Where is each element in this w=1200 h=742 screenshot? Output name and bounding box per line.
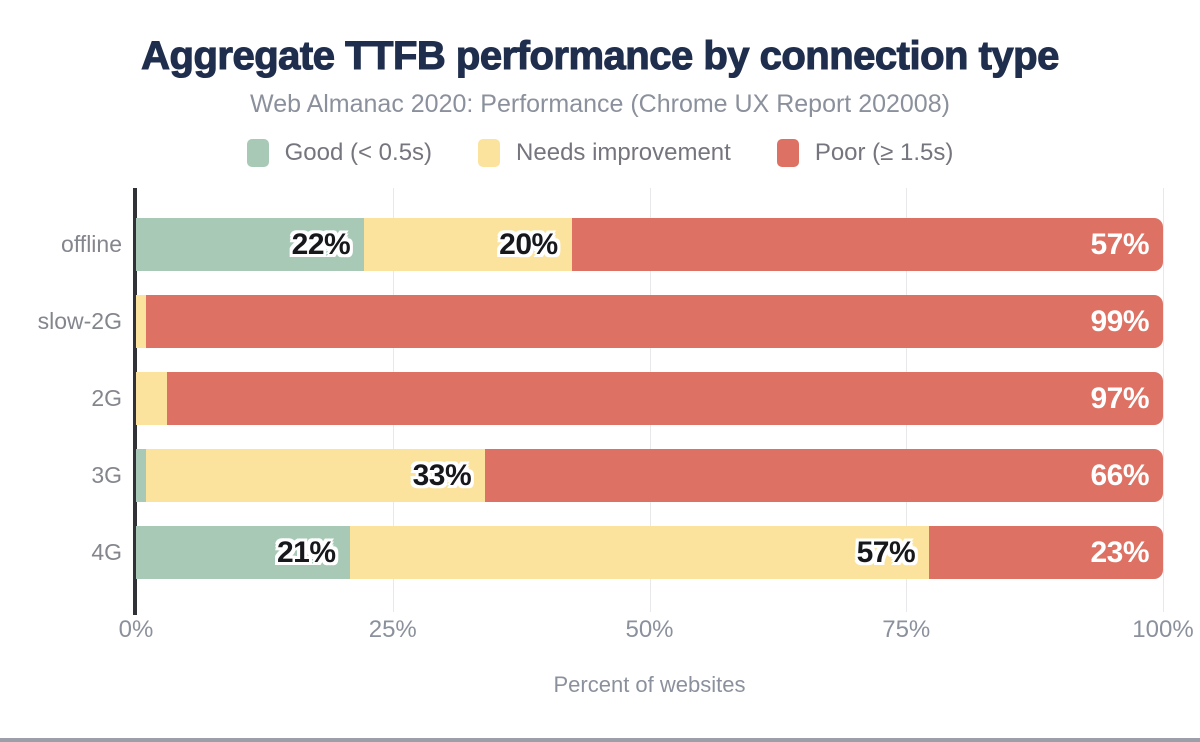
x-tick-label-50: 50% xyxy=(625,616,674,643)
x-tick-label-100: 100% xyxy=(1132,616,1194,643)
bar-segment-2G-1 xyxy=(136,372,167,425)
bar-value-label: 23% xyxy=(1090,536,1149,569)
bar-segment-slow-2G-1 xyxy=(136,295,147,348)
bar-value-label: 20% xyxy=(499,228,558,261)
bar-row-4G: 21% 57% 23% xyxy=(136,526,1163,579)
x-tick-label-75: 75% xyxy=(882,616,931,643)
legend-swatch-needs-improvement xyxy=(478,139,501,167)
bar-segment-offline-2 xyxy=(571,218,1163,271)
legend-label-good: Good (< 0.5s) xyxy=(284,139,433,166)
legend-swatch-good xyxy=(246,139,269,167)
x-axis-title: Percent of websites xyxy=(553,672,746,697)
bar-segment-3G-0 xyxy=(136,449,147,502)
bar-value-label: 97% xyxy=(1090,382,1149,415)
plot-area: 22%20%57%1%99%3%97%1%33%66%21%57%23% xyxy=(136,188,1164,612)
category-label-3G: 3G xyxy=(91,462,122,488)
gridline xyxy=(1163,188,1164,612)
bar-segment-slow-2G-2 xyxy=(146,295,1163,348)
bar-segment-4G-1 xyxy=(349,526,930,579)
legend-label-poor: Poor (≥ 1.5s) xyxy=(814,139,954,166)
category-label-offline: offline xyxy=(61,231,122,257)
bar-value-label: 33% xyxy=(412,459,472,492)
legend-item-poor: Poor (≥ 1.5s) xyxy=(776,139,954,167)
legend-item-good: Good (< 0.5s) xyxy=(246,139,433,167)
bar-row-slow-2G: 1%99% xyxy=(136,295,1163,348)
bar-segment-offline-1 xyxy=(364,218,572,271)
x-tick-label-25: 25% xyxy=(368,616,417,643)
category-label-2G: 2G xyxy=(91,385,122,411)
x-tick-label-0: 0% xyxy=(118,616,154,643)
bar-value-label: 57% xyxy=(856,536,916,569)
bar-segment-2G-2 xyxy=(166,372,1163,425)
category-label-4G: 4G xyxy=(91,539,122,565)
bar-value-label: 22% xyxy=(291,228,351,261)
legend-item-needs-improvement: Needs improvement xyxy=(478,139,731,167)
legend-swatch-poor xyxy=(776,139,799,167)
chart-title: Aggregate TTFB performance by connection… xyxy=(141,33,1060,78)
chart-subtitle: Web Almanac 2020: Performance (Chrome UX… xyxy=(250,90,950,118)
bar-segment-offline-0 xyxy=(136,218,365,271)
bar-segment-3G-1 xyxy=(146,449,486,502)
category-label-slow-2G: slow-2G xyxy=(37,308,122,334)
bar-value-label: 99% xyxy=(1090,305,1149,338)
bar-value-label: 66% xyxy=(1090,459,1149,492)
legend: Good (< 0.5s) Needs improvement Poor (≥ … xyxy=(0,139,1200,167)
bar-row-offline: 22% 20% 57% xyxy=(136,218,1163,271)
y-axis-line xyxy=(133,188,137,615)
bar-segment-4G-0 xyxy=(136,526,350,579)
bar-row-2G: 3%97% xyxy=(136,372,1163,425)
legend-label-needs-improvement: Needs improvement xyxy=(516,139,731,166)
bar-value-label: 57% xyxy=(1090,228,1149,261)
bar-segment-4G-2 xyxy=(929,526,1163,579)
bar-row-3G: 1%33%66% xyxy=(136,449,1163,502)
bar-value-label: 21% xyxy=(276,536,336,569)
bar-segment-3G-2 xyxy=(485,449,1163,502)
